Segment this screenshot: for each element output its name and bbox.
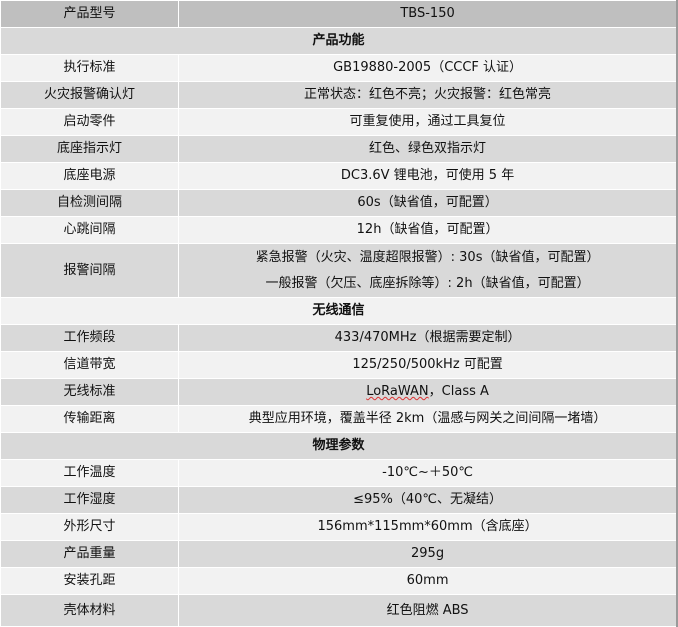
spec-value: 12h（缺省值，可配置）: [178, 216, 678, 244]
spec-value-text: ，Class A: [428, 384, 489, 399]
spec-row: 火灾报警确认灯 正常状态：红色不亮；火灾报警：红色常亮: [0, 81, 678, 109]
spec-row: 工作温度 -10℃~＋50℃: [0, 459, 678, 487]
spec-label: 信道带宽: [0, 351, 180, 379]
spec-row: 工作频段 433/470MHz（根据需要定制）: [0, 324, 678, 352]
spec-value: 295g: [178, 540, 678, 568]
spec-value: 红色、绿色双指示灯: [178, 135, 678, 163]
spec-row: 执行标准 GB19880-2005（CCCF 认证）: [0, 54, 678, 82]
spec-label: 工作频段: [0, 324, 180, 352]
spec-label: 火灾报警确认灯: [0, 81, 180, 109]
spec-value: ≤95%（40℃、无凝结）: [178, 486, 678, 514]
spec-value: LoRaWAN，Class A: [178, 378, 678, 406]
spec-row: 工作湿度 ≤95%（40℃、无凝结）: [0, 486, 678, 514]
section-row: 产品功能: [0, 27, 678, 55]
model-label: 产品型号: [0, 0, 180, 28]
spec-value: 典型应用环境，覆盖半径 2km（温感与网关之间间隔一堵墙）: [178, 405, 678, 433]
spec-label: 执行标准: [0, 54, 180, 82]
spec-value: 60mm: [178, 567, 678, 595]
spec-value: 125/250/500kHz 可配置: [178, 351, 678, 379]
spec-label: 心跳间隔: [0, 216, 180, 244]
section-title: 产品功能: [0, 27, 678, 55]
spec-label: 报警间隔: [0, 243, 180, 298]
spec-row: 无线标准 LoRaWAN，Class A: [0, 378, 678, 406]
spec-value: 正常状态：红色不亮；火灾报警：红色常亮: [178, 81, 678, 109]
spec-row: 底座指示灯 红色、绿色双指示灯: [0, 135, 678, 163]
spec-value: 紧急报警（火灾、温度超限报警）: 30s（缺省值，可配置） 一般报警（欠压、底座拆…: [178, 243, 678, 298]
spec-row: 启动零件 可重复使用，通过工具复位: [0, 108, 678, 136]
spec-label: 无线标准: [0, 378, 180, 406]
spec-value: 可重复使用，通过工具复位: [178, 108, 678, 136]
spec-label: 壳体材料: [0, 594, 180, 627]
spec-label: 启动零件: [0, 108, 180, 136]
spec-value-line: 紧急报警（火灾、温度超限报警）: 30s（缺省值，可配置）: [255, 249, 600, 265]
section-row: 无线通信: [0, 297, 678, 325]
spec-row: 壳体材料 红色阻燃 ABS: [0, 594, 678, 627]
spec-row: 底座电源 DC3.6V 锂电池，可使用 5 年: [0, 162, 678, 190]
spec-label: 底座指示灯: [0, 135, 180, 163]
spec-value: 红色阻燃 ABS: [178, 594, 678, 627]
spec-row: 心跳间隔 12h（缺省值，可配置）: [0, 216, 678, 244]
section-title: 无线通信: [0, 297, 678, 325]
spec-row: 信道带宽 125/250/500kHz 可配置: [0, 351, 678, 379]
spec-value: DC3.6V 锂电池，可使用 5 年: [178, 162, 678, 190]
spec-label: 安装孔距: [0, 567, 180, 595]
spec-value: GB19880-2005（CCCF 认证）: [178, 54, 678, 82]
spec-row: 外形尺寸 156mm*115mm*60mm（含底座）: [0, 513, 678, 541]
spec-label: 传输距离: [0, 405, 180, 433]
spec-value: 433/470MHz（根据需要定制）: [178, 324, 678, 352]
spec-label: 工作湿度: [0, 486, 180, 514]
spec-label: 底座电源: [0, 162, 180, 190]
spellcheck-marked-text: LoRaWAN: [366, 384, 429, 399]
spec-row: 自检测间隔 60s（缺省值，可配置）: [0, 189, 678, 217]
model-value: TBS-150: [178, 0, 678, 28]
header-row: 产品型号 TBS-150: [0, 0, 678, 28]
spec-value: 60s（缺省值，可配置）: [178, 189, 678, 217]
spec-label: 自检测间隔: [0, 189, 180, 217]
spec-row: 传输距离 典型应用环境，覆盖半径 2km（温感与网关之间间隔一堵墙）: [0, 405, 678, 433]
section-title: 物理参数: [0, 432, 678, 460]
spec-row: 报警间隔 紧急报警（火灾、温度超限报警）: 30s（缺省值，可配置） 一般报警（欠压…: [0, 243, 678, 298]
spec-value-line: 一般报警（欠压、底座拆除等）: 2h（缺省值，可配置）: [265, 275, 590, 291]
spec-label: 工作温度: [0, 459, 180, 487]
spec-row: 安装孔距 60mm: [0, 567, 678, 595]
spec-label: 外形尺寸: [0, 513, 180, 541]
spec-row: 产品重量 295g: [0, 540, 678, 568]
section-row: 物理参数: [0, 432, 678, 460]
spec-value: 156mm*115mm*60mm（含底座）: [178, 513, 678, 541]
spec-label: 产品重量: [0, 540, 180, 568]
spec-value: -10℃~＋50℃: [178, 459, 678, 487]
